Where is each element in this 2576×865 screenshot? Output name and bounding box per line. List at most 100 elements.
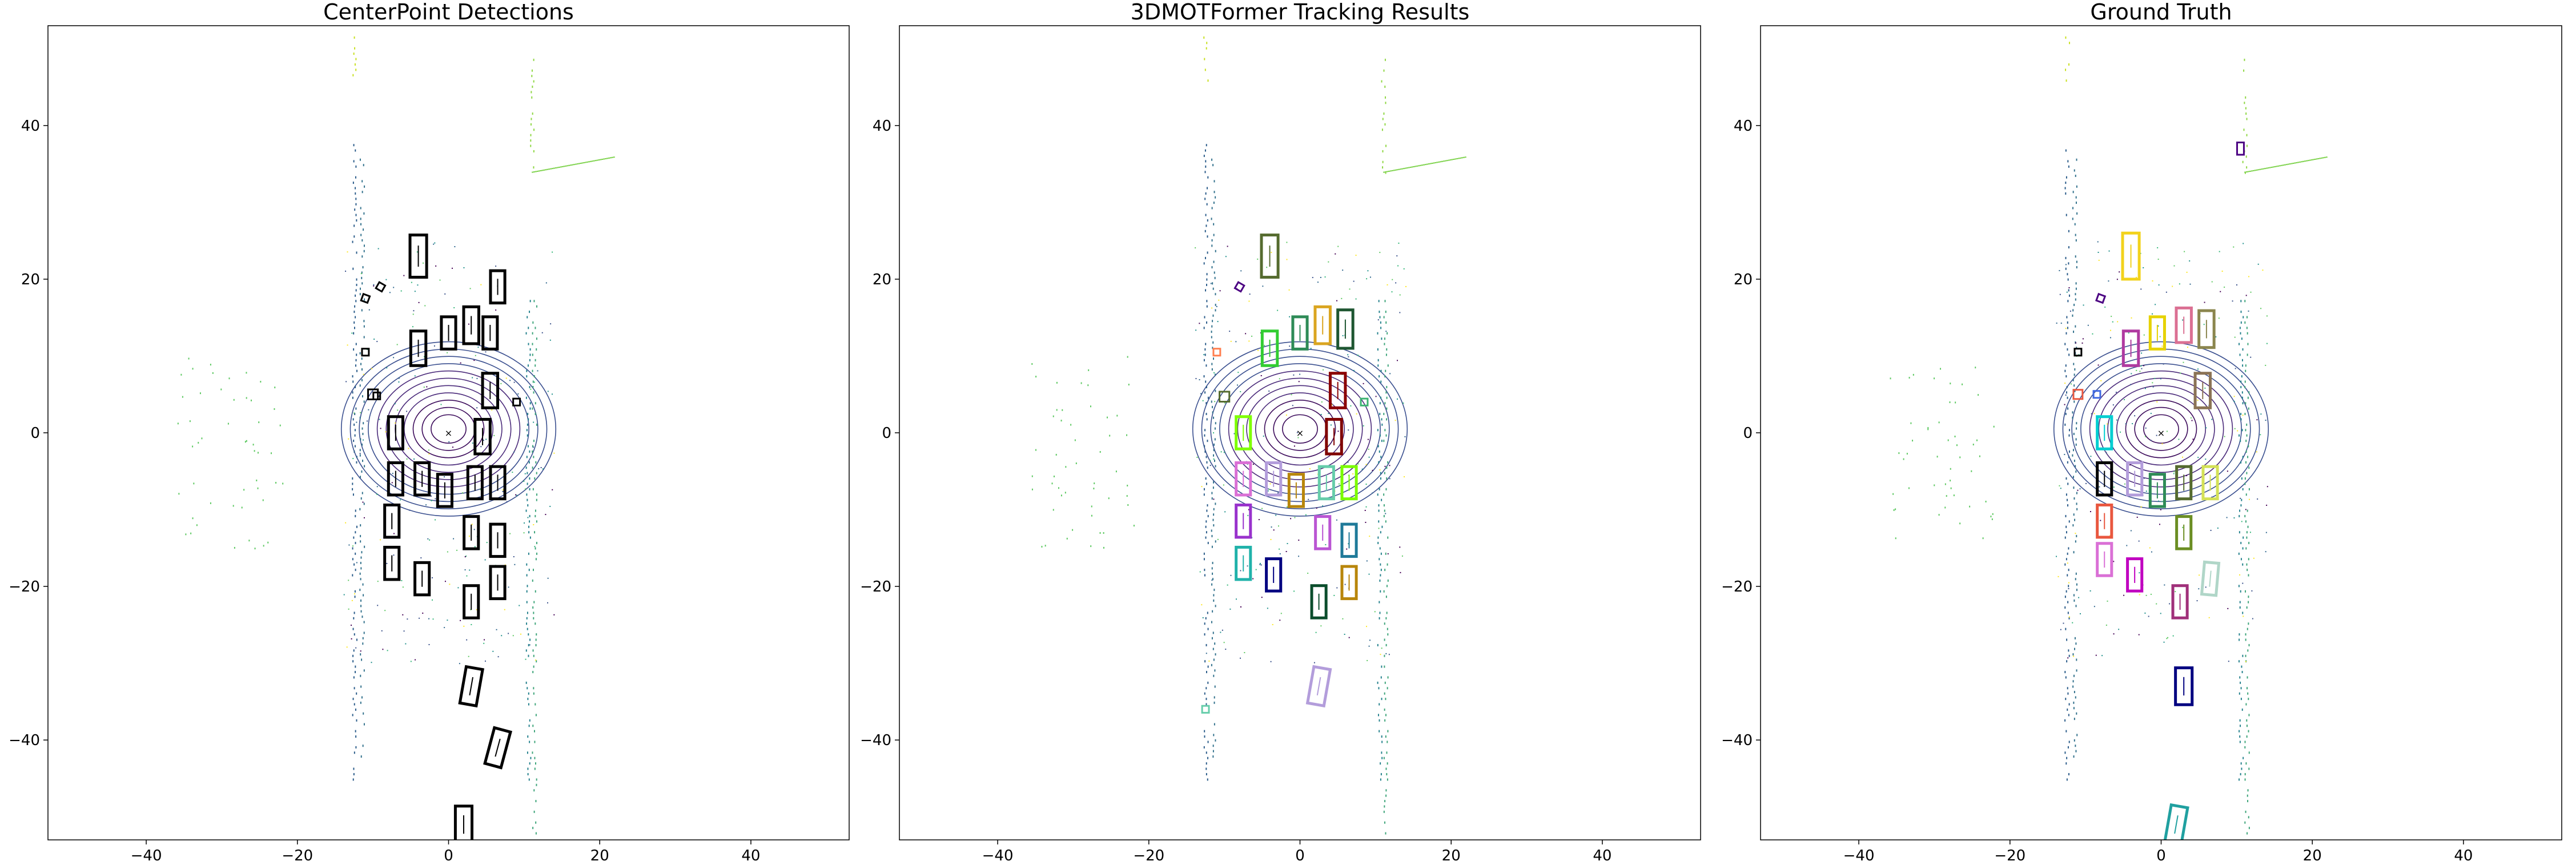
lidar-point bbox=[1380, 762, 1381, 765]
lidar-point bbox=[1355, 255, 1357, 256]
lidar-point bbox=[2073, 363, 2075, 365]
lidar-point bbox=[452, 446, 453, 448]
lidar-point bbox=[1453, 159, 1455, 160]
lidar-point bbox=[2068, 569, 2069, 572]
object-box bbox=[387, 415, 404, 450]
lidar-point bbox=[563, 166, 565, 167]
lidar-point bbox=[2079, 613, 2081, 614]
lidar-point bbox=[493, 434, 495, 436]
object-box bbox=[1336, 308, 1355, 350]
lidar-point bbox=[2057, 576, 2059, 577]
lidar-point bbox=[360, 653, 361, 656]
lidar-point bbox=[2244, 514, 2246, 517]
lidar-point bbox=[361, 395, 363, 398]
lidar-point bbox=[1260, 375, 1262, 376]
lidar-point bbox=[553, 452, 555, 454]
lidar-point bbox=[1213, 449, 1215, 452]
lidar-point bbox=[552, 251, 553, 253]
lidar-point bbox=[532, 343, 533, 345]
lidar-point bbox=[1216, 305, 1217, 307]
lidar-point bbox=[535, 171, 537, 172]
box-outline bbox=[2148, 473, 2166, 508]
lidar-point bbox=[267, 541, 269, 544]
lidar-point bbox=[469, 536, 471, 537]
box-outline bbox=[2175, 306, 2193, 344]
lidar-point bbox=[2249, 170, 2251, 172]
lidar-point bbox=[1312, 277, 1313, 279]
lidar-point bbox=[355, 509, 356, 512]
lidar-point bbox=[1128, 384, 1130, 386]
box-outline bbox=[1233, 281, 1245, 293]
lidar-point bbox=[546, 168, 549, 170]
lidar-point bbox=[352, 380, 354, 383]
lidar-point bbox=[2240, 497, 2241, 499]
lidar-point bbox=[2234, 428, 2236, 429]
lidar-point bbox=[2241, 337, 2243, 340]
lidar-point bbox=[1237, 372, 1239, 373]
lidar-point bbox=[2079, 488, 2081, 490]
lidar-point bbox=[1385, 653, 1387, 654]
lidar-point bbox=[2187, 347, 2189, 348]
lidar-point bbox=[352, 558, 353, 561]
lidar-point bbox=[1903, 458, 1904, 460]
lidar-point bbox=[466, 575, 468, 577]
lidar-point bbox=[2067, 552, 2068, 555]
lidar-point bbox=[1335, 253, 1336, 255]
lidar-point bbox=[402, 586, 404, 588]
lidar-point bbox=[2244, 778, 2246, 781]
x-tick-label: 0 bbox=[2156, 847, 2166, 863]
lidar-point bbox=[439, 279, 441, 281]
lidar-point bbox=[2244, 380, 2246, 383]
lidar-point bbox=[2266, 504, 2268, 506]
lidar-point bbox=[2274, 166, 2276, 167]
lidar-point bbox=[1950, 480, 1951, 482]
lidar-point bbox=[363, 594, 364, 597]
lidar-point bbox=[2244, 821, 2246, 824]
box-outline bbox=[1291, 315, 1309, 351]
lidar-point bbox=[536, 542, 537, 545]
box-outline bbox=[1235, 461, 1252, 497]
lidar-point bbox=[1342, 335, 1344, 336]
lidar-point bbox=[1213, 202, 1215, 204]
lidar-point bbox=[201, 437, 203, 440]
box-outline bbox=[489, 465, 507, 501]
lidar-point bbox=[359, 449, 361, 452]
x-tick-label: 40 bbox=[1593, 847, 1611, 863]
lidar-point bbox=[1382, 150, 1384, 152]
lidar-point bbox=[2241, 521, 2243, 522]
lidar-point bbox=[1209, 460, 1211, 461]
lidar-point bbox=[1380, 472, 1381, 474]
lidar-point bbox=[1381, 735, 1383, 738]
lidar-point bbox=[1381, 440, 1383, 442]
lidar-point bbox=[533, 692, 535, 695]
lidar-point bbox=[475, 355, 476, 356]
lidar-point bbox=[345, 270, 347, 272]
lidar-point bbox=[1215, 389, 1216, 392]
lidar-point bbox=[1369, 639, 1371, 641]
lidar-point bbox=[2076, 266, 2077, 269]
lidar-point bbox=[548, 168, 550, 170]
lidar-point bbox=[1213, 191, 1215, 194]
lidar-point bbox=[535, 547, 536, 550]
y-tick-label: 40 bbox=[21, 118, 40, 135]
object-box bbox=[2096, 542, 2113, 577]
lidar-point bbox=[2067, 348, 2068, 351]
lidar-point bbox=[2138, 634, 2140, 635]
lidar-point bbox=[1212, 486, 1214, 489]
lidar-point bbox=[1379, 579, 1381, 582]
lidar-point bbox=[2130, 384, 2132, 385]
lidar-point bbox=[355, 671, 356, 674]
lidar-point bbox=[1133, 525, 1135, 527]
lidar-point bbox=[1436, 162, 1438, 163]
lidar-point bbox=[2266, 486, 2268, 488]
lidar-point bbox=[2104, 306, 2106, 308]
lidar-point bbox=[2067, 504, 2069, 507]
lidar-point bbox=[1991, 518, 1993, 520]
lidar-point bbox=[246, 397, 247, 399]
lidar-point bbox=[1116, 415, 1118, 417]
lidar-point bbox=[423, 356, 425, 357]
lidar-point bbox=[1406, 167, 1408, 169]
lidar-point bbox=[533, 524, 535, 525]
lidar-point bbox=[1381, 128, 1383, 131]
lidar-point bbox=[2134, 415, 2136, 417]
